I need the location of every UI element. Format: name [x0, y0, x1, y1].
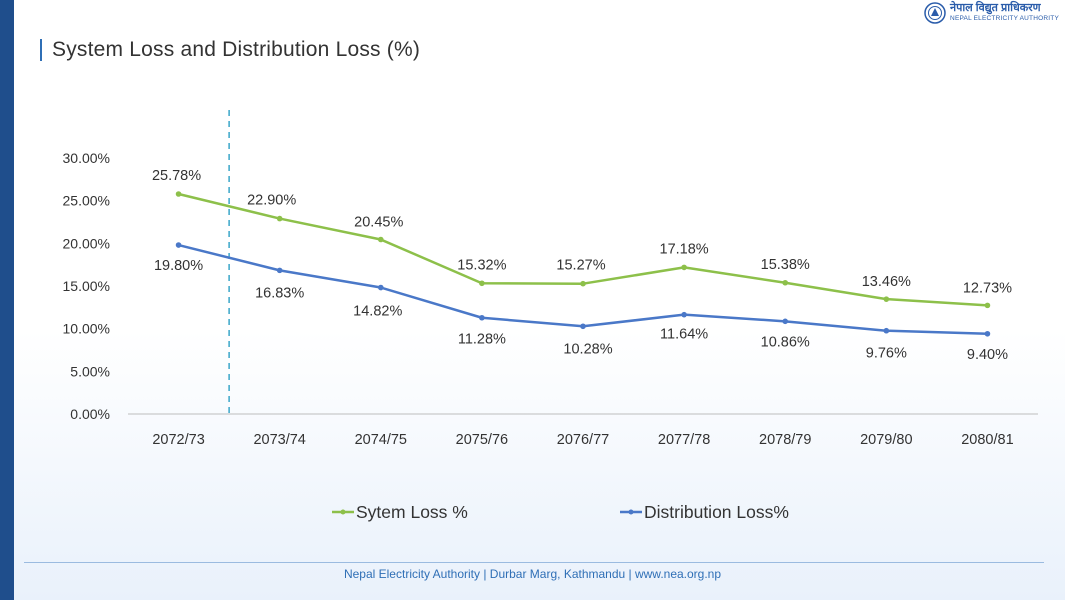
system-loss-data-label: 15.27% — [556, 258, 605, 274]
distribution-loss-point — [984, 330, 991, 337]
legend-system-loss-marker — [340, 509, 346, 515]
x-tick-label: 2079/80 — [860, 432, 912, 448]
x-tick-label: 2078/79 — [759, 432, 811, 448]
system-loss-point — [681, 264, 687, 271]
system-loss-data-label: 13.46% — [862, 274, 911, 290]
x-tick-label: 2080/81 — [961, 432, 1013, 448]
logo-name-nepali: नेपाल विद्युत प्राधिकरण — [950, 2, 1041, 15]
y-tick-label: 20.00% — [63, 235, 110, 251]
page-title: System Loss and Distribution Loss (%) — [52, 38, 421, 61]
x-tick-label: 2076/77 — [557, 432, 609, 448]
distribution-loss-point — [580, 323, 586, 330]
footer-text: Nepal Electricity Authority | Durbar Mar… — [343, 567, 722, 581]
system-loss-data-label: 15.38% — [761, 257, 810, 273]
system-loss-point — [175, 191, 182, 197]
title-block: System Loss and Distribution Loss (%) — [40, 38, 420, 62]
legend-distribution-loss-label: Distribution Loss% — [644, 502, 789, 522]
distribution-loss-data-label: 9.76% — [866, 346, 907, 362]
distribution-loss-data-label: 10.28% — [563, 341, 612, 357]
system-loss-data-label: 12.73% — [963, 280, 1012, 296]
system-loss-data-label: 20.45% — [354, 214, 403, 230]
system-loss-data-label: 17.18% — [660, 241, 709, 257]
x-tick-label: 2075/76 — [456, 432, 508, 448]
legend-distribution-loss-marker — [628, 509, 634, 515]
system-loss-point — [984, 302, 991, 309]
distribution-loss-data-label: 11.64% — [660, 327, 708, 343]
side-accent-bar — [0, 0, 14, 600]
y-tick-label: 30.00% — [63, 150, 110, 166]
system-loss-point — [479, 280, 485, 287]
x-tick-label: 2073/74 — [253, 432, 305, 448]
system-loss-point — [782, 279, 789, 286]
distribution-loss-point — [782, 318, 789, 325]
loss-line-chart: 0.00% 5.00% 10.00% 15.00% 20.00% 25.00% 30.00%… — [63, 110, 1038, 522]
distribution-loss-point — [883, 327, 890, 334]
x-tick-label: 2072/73 — [152, 432, 204, 448]
y-tick-label: 10.00% — [63, 321, 110, 337]
y-tick-label: 0.00% — [70, 406, 110, 422]
legend-system-loss-label: Sytem Loss % — [356, 502, 468, 522]
logo-name-english: NEPAL ELECTRICITY AUTHORITY — [950, 15, 1059, 23]
nea-logo: नेपाल विद्युत प्राधिकरण NEPAL ELECTRICIT… — [924, 2, 1059, 24]
y-tick-label: 25.00% — [63, 193, 110, 209]
system-loss-point — [276, 215, 283, 222]
distribution-loss-point — [175, 242, 182, 248]
y-tick-label: 5.00% — [70, 363, 110, 379]
distribution-loss-data-label: 14.82% — [353, 304, 402, 320]
distribution-loss-data-label: 10.86% — [761, 334, 810, 350]
y-tick-label: 15.00% — [63, 278, 110, 294]
distribution-loss-data-label: 19.80% — [154, 258, 203, 274]
distribution-loss-data-label: 9.40% — [967, 347, 1008, 363]
distribution-loss-data-label: 11.28% — [458, 332, 506, 348]
nea-emblem-icon — [924, 2, 946, 24]
system-loss-point — [883, 296, 890, 302]
system-loss-data-label: 25.78% — [152, 168, 201, 184]
distribution-loss-point — [681, 311, 687, 318]
system-loss-data-label: 15.32% — [457, 257, 506, 273]
footer-divider — [24, 562, 1044, 563]
distribution-loss-point — [276, 267, 283, 274]
x-tick-label: 2074/75 — [355, 432, 407, 448]
distribution-loss-point — [377, 284, 384, 291]
system-loss-point — [580, 280, 586, 287]
x-tick-label: 2077/78 — [658, 432, 710, 448]
system-loss-data-label: 22.90% — [247, 193, 296, 209]
distribution-loss-point — [479, 314, 485, 321]
system-loss-point — [377, 236, 384, 243]
distribution-loss-data-label: 16.83% — [255, 285, 304, 301]
title-accent-line — [40, 39, 42, 61]
